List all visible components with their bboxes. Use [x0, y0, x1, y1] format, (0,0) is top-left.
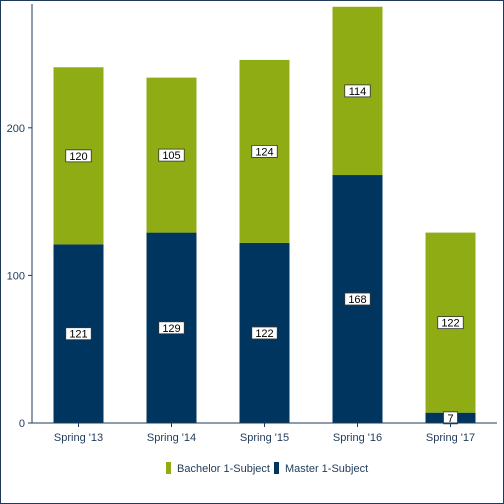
x-axis-ticks: Spring '13 Spring '14 Spring '15 Spring '16…	[54, 423, 475, 444]
data-label-master-3: 168	[344, 292, 371, 306]
svg-text:120: 120	[69, 151, 87, 163]
svg-text:7: 7	[447, 413, 453, 425]
legend-swatch	[274, 462, 279, 474]
y-tick-label: 0	[19, 418, 25, 430]
x-tick-label: Spring '13	[54, 432, 103, 444]
data-label-master-2: 122	[251, 326, 278, 340]
svg-text:124: 124	[255, 146, 273, 158]
svg-text:114: 114	[349, 86, 367, 98]
svg-text:122: 122	[255, 328, 273, 340]
x-tick-label: Spring '15	[240, 432, 289, 444]
legend-item-master: Master 1-Subject	[274, 462, 368, 475]
legend-label: Bachelor 1-Subject	[177, 463, 270, 475]
bars-layer	[53, 6, 476, 423]
data-label-master-1: 129	[158, 321, 185, 335]
x-tick-label: Spring '16	[333, 432, 382, 444]
legend-swatch	[166, 462, 171, 474]
data-label-master-0: 121	[65, 327, 92, 341]
svg-text:105: 105	[162, 150, 180, 162]
y-tick-label: 100	[7, 270, 25, 282]
legend-item-bachelor: Bachelor 1-Subject	[166, 462, 270, 475]
data-label-bachelor-4: 122	[437, 316, 464, 330]
data-labels-layer: 121 120 129 105 122 124 168 114 7 122	[65, 84, 464, 425]
svg-text:129: 129	[162, 323, 180, 335]
svg-text:122: 122	[441, 318, 459, 330]
data-label-bachelor-1: 105	[158, 148, 185, 162]
x-tick-label: Spring '14	[147, 432, 196, 444]
legend-label: Master 1-Subject	[285, 463, 368, 475]
x-tick-label: Spring '17	[426, 432, 475, 444]
data-label-bachelor-0: 120	[65, 149, 92, 163]
y-tick-label: 200	[7, 123, 25, 135]
data-label-bachelor-3: 114	[344, 84, 371, 98]
svg-text:121: 121	[69, 329, 87, 341]
svg-text:168: 168	[348, 294, 366, 306]
data-label-bachelor-2: 124	[251, 145, 278, 158]
legend: Bachelor 1-Subject Master 1-Subject	[166, 462, 368, 475]
y-axis-ticks: 0 100 200	[7, 123, 32, 430]
